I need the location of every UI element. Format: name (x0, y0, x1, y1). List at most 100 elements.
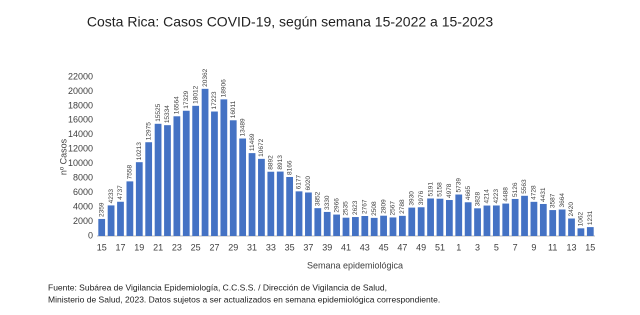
bar (145, 142, 153, 236)
bar (267, 171, 275, 236)
value-label: 10213 (136, 142, 143, 160)
y-tick-label: 12000 (68, 144, 93, 154)
y-tick-label: 0 (88, 230, 93, 240)
value-label: 8166 (286, 160, 293, 175)
bar (539, 203, 547, 236)
bar (502, 203, 510, 236)
y-tick-label: 8000 (73, 173, 93, 183)
y-axis-label: nº Casos (58, 138, 68, 175)
value-label: 16011 (230, 100, 237, 118)
value-label: 6177 (296, 175, 303, 190)
bar (164, 125, 171, 236)
value-label: 2966 (333, 198, 340, 213)
value-label: 1062 (578, 211, 585, 226)
bar (258, 158, 265, 236)
value-label: 18906 (221, 79, 228, 97)
bar (427, 198, 434, 236)
x-tick-label: 23 (172, 242, 182, 252)
value-label: 7558 (127, 165, 134, 180)
bar (295, 191, 303, 236)
value-label: 4233 (108, 189, 115, 204)
bar (408, 207, 416, 236)
bar (220, 99, 228, 237)
bar (380, 215, 387, 236)
x-tick-label: 47 (397, 242, 407, 252)
bar (568, 218, 575, 236)
x-tick-label: 15 (585, 242, 595, 252)
value-label: 18012 (192, 85, 199, 103)
value-label: 2359 (98, 202, 105, 217)
x-tick-label: 13 (567, 242, 577, 252)
x-tick-label: 39 (322, 242, 332, 252)
bar (323, 211, 331, 236)
bar (239, 138, 247, 236)
y-tick-label: 18000 (68, 100, 93, 110)
x-tick-label: 11 (548, 242, 557, 252)
value-label: 8892 (268, 155, 275, 170)
value-label: 2788 (399, 199, 406, 214)
value-label: 3930 (408, 191, 415, 206)
bar (314, 208, 322, 236)
y-tick-label: 2000 (73, 216, 93, 226)
value-label: 20362 (202, 68, 209, 86)
bar (577, 228, 585, 236)
bar (370, 217, 378, 236)
value-label: 4737 (117, 185, 124, 200)
y-tick-label: 14000 (68, 129, 93, 139)
footnote: Ministerio de Salud, 2023. Datos sujetos… (48, 294, 440, 304)
value-label: 3664 (559, 193, 566, 208)
value-label: 2508 (371, 201, 378, 216)
y-tick-label: 4000 (73, 201, 93, 211)
footnote: Fuente: Subárea de Vigilancia Epidemiolo… (48, 282, 387, 292)
value-label: 2420 (568, 202, 575, 217)
x-tick-label: 19 (134, 242, 144, 252)
value-label: 2567 (390, 201, 397, 216)
x-tick-label: 15 (97, 242, 107, 252)
bar (445, 200, 453, 236)
bar (192, 105, 200, 237)
value-label: 2535 (343, 201, 350, 216)
x-tick-label: 51 (435, 242, 445, 252)
x-tick-label: 21 (153, 242, 163, 252)
x-tick-label: 25 (191, 242, 201, 252)
bar (474, 208, 481, 236)
x-tick-label: 33 (266, 242, 276, 252)
value-label: 4728 (531, 185, 538, 200)
bar (126, 181, 134, 236)
x-tick-label: 3 (475, 242, 480, 252)
x-tick-label: 27 (209, 242, 219, 252)
bar (455, 194, 463, 236)
value-label: 5739 (455, 178, 462, 193)
value-label: 3852 (315, 191, 322, 206)
bar (492, 205, 500, 236)
value-label: 1231 (587, 210, 594, 225)
bar (530, 201, 538, 236)
bar (586, 227, 594, 236)
bar (464, 202, 472, 236)
x-tick-label: 37 (303, 242, 313, 252)
value-label: 11469 (249, 133, 256, 151)
y-tick-label: 20000 (68, 86, 93, 96)
x-tick-label: 29 (228, 242, 238, 252)
value-label: 3828 (474, 191, 481, 206)
bar (98, 218, 106, 236)
bar (558, 209, 566, 236)
bar (201, 88, 209, 236)
bar (154, 123, 162, 236)
y-tick-label: 16000 (68, 115, 93, 125)
x-tick-label: 45 (379, 242, 389, 252)
bar (248, 153, 256, 236)
bar (511, 198, 519, 236)
x-tick-label: 9 (531, 242, 536, 252)
value-label: 2809 (380, 199, 387, 214)
bar (389, 217, 397, 236)
x-tick-label: 1 (456, 242, 461, 252)
y-tick-label: 22000 (68, 71, 93, 81)
value-label: 4665 (465, 185, 472, 200)
bar (417, 207, 425, 236)
bar (352, 217, 359, 236)
x-tick-label: 7 (513, 242, 518, 252)
bar (483, 205, 491, 236)
y-tick-label: 10000 (68, 158, 93, 168)
